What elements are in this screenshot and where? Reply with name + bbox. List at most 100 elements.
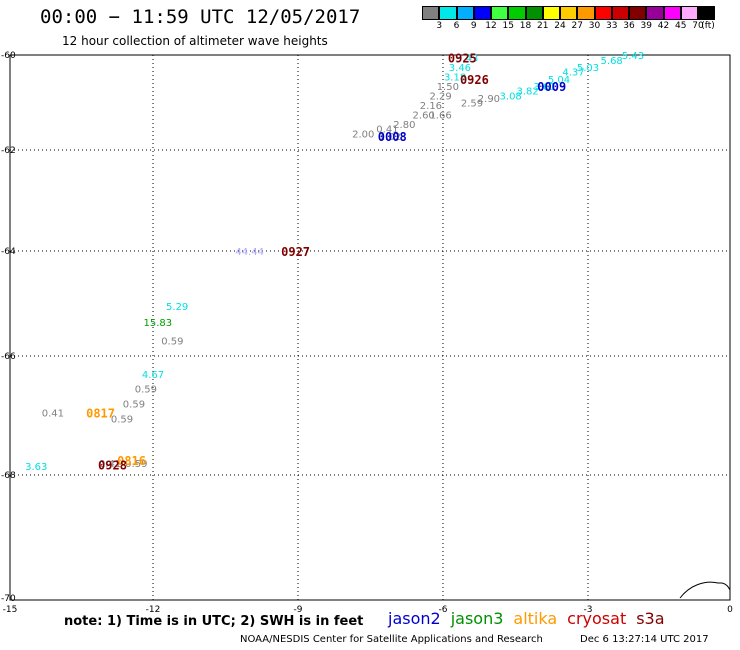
- wave-height-value: 3.61: [533, 82, 555, 93]
- wave-height-value: 15.83: [144, 318, 173, 329]
- latitude-tick-label: -60: [1, 51, 16, 61]
- colorbar-swatch: [680, 6, 698, 20]
- longitude-tick-label: -3: [584, 605, 593, 615]
- colorbar-swatch: [611, 6, 629, 20]
- colorbar-swatch: [629, 6, 647, 20]
- pass-time-label: 0927: [281, 245, 310, 259]
- colorbar-swatch: [422, 6, 440, 20]
- colorbar-label: 42: [657, 21, 670, 31]
- colorbar-label: 70: [692, 21, 704, 31]
- legend-item-jason3: jason3: [450, 609, 504, 628]
- legend-item-cryosat: cryosat: [567, 609, 627, 628]
- wave-height-value: 0.59: [111, 414, 133, 425]
- colorbar-label: 45: [675, 21, 687, 31]
- colorbar-swatch: [646, 6, 664, 20]
- colorbar-swatch: [525, 6, 543, 20]
- wave-height-value: 0.59: [125, 459, 147, 470]
- colorbar-label: 39: [640, 21, 652, 31]
- colorbar-label: 6: [453, 21, 460, 31]
- colorbar-swatch: [439, 6, 457, 20]
- pass-time-label: 0928: [98, 458, 127, 472]
- wave-height-value: 2.90: [478, 94, 500, 105]
- wave-height-value: 4.37: [562, 68, 584, 79]
- legend-item-jason2: jason2: [388, 609, 441, 628]
- pass-time-label: 0008: [378, 130, 407, 144]
- pass-time-label: 0816: [117, 454, 146, 468]
- footer-timestamp: Dec 6 13:27:14 UTC 2017: [580, 634, 709, 645]
- colorbar-label: 36: [623, 21, 635, 31]
- wave-height-value: 5.03: [577, 63, 599, 74]
- wave-height-value: 2.00: [352, 129, 374, 140]
- wave-height-value: 5.04: [548, 75, 570, 86]
- colorbar-label: 33: [606, 21, 618, 31]
- colorbar-label: 27: [571, 21, 583, 31]
- pass-time-label: 0009: [537, 80, 566, 94]
- latitude-tick-label: -70: [1, 594, 16, 604]
- wave-height-value: 3.18: [444, 72, 466, 83]
- longitude-tick-label: -12: [146, 605, 161, 615]
- wave-height-value: 5.29: [166, 302, 188, 313]
- legend-item-altika: altika: [513, 609, 558, 628]
- colorbar-labels: 3 6 9 12 15 18 21 24 27 30 33 36 39 42 45 70 (ft): [422, 21, 740, 33]
- wave-height-value: 0.41: [376, 125, 398, 136]
- legend-item-s3a: s3a: [636, 609, 665, 628]
- longitude-tick-label: -6: [439, 605, 448, 615]
- longitude-tick-label: 0: [727, 605, 733, 615]
- satellite-legend: jason2 jason3 altika cryosat s3a: [388, 609, 675, 628]
- wave-height-value: 2.29: [429, 91, 451, 102]
- wave-height-value: 2.59: [461, 99, 483, 110]
- wave-height-value: 3.82: [516, 87, 538, 98]
- footer-credit: NOAA/NESDIS Center for Satellite Applica…: [240, 634, 543, 645]
- colorbar-label: 15: [502, 21, 514, 31]
- wave-height-value: 0.59: [135, 385, 157, 396]
- colorbar-swatch: [577, 6, 595, 20]
- wave-height-value: 5.68: [601, 56, 623, 67]
- longitude-tick-label: -15: [3, 605, 18, 615]
- wave-height-value: 3.08: [500, 91, 522, 102]
- wave-height-value: 3.43: [456, 53, 478, 64]
- pass-time-label: 0925: [448, 51, 477, 65]
- wave-height-value: 0.59: [161, 336, 183, 347]
- colorbar-swatch: [491, 6, 509, 20]
- wave-height-value: 1.50: [437, 82, 459, 93]
- wave-height-value: 0.41: [99, 459, 121, 470]
- colorbar-label: (ft): [701, 21, 715, 31]
- colorbar-swatch: [456, 6, 474, 20]
- map-subtitle: 12 hour collection of altimeter wave hei…: [62, 34, 328, 48]
- wave-height-value: 44.44: [235, 247, 264, 258]
- latitude-tick-label: -66: [1, 352, 16, 362]
- latitude-tick-label: -62: [1, 146, 16, 156]
- map-frame: [9, 54, 731, 601]
- colorbar-swatch: [663, 6, 681, 20]
- colorbar-swatch: [542, 6, 560, 20]
- colorbar-swatch: [594, 6, 612, 20]
- map-title: 00:00 − 11:59 UTC 12/05/2017: [40, 6, 361, 28]
- wave-height-value: 3.46: [449, 63, 471, 74]
- wave-height-value: 2.80: [393, 120, 415, 131]
- colorbar-label: 30: [588, 21, 601, 31]
- wave-height-value: 2.16: [420, 101, 442, 112]
- colorbar-label: 21: [537, 21, 549, 31]
- wave-height-value: 5.43: [622, 51, 644, 62]
- colorbar-label: 9: [470, 21, 477, 31]
- wave-height-value: 1.66: [429, 110, 451, 121]
- wave-height-value: 1.02: [379, 132, 401, 143]
- wave-height-value: 0.41: [42, 409, 64, 420]
- colorbar-swatch: [473, 6, 491, 20]
- colorbar-swatch: [560, 6, 578, 20]
- footer-note: note: 1) Time is in UTC; 2) SWH is in fe…: [64, 614, 364, 629]
- colorbar-label: 18: [519, 21, 532, 31]
- wave-height-value: 2.60: [413, 110, 435, 121]
- colorbar-label: 3: [436, 21, 443, 31]
- pass-time-label: 0817: [86, 407, 115, 421]
- latitude-tick-label: -64: [1, 247, 16, 257]
- colorbar-label: 12: [485, 21, 497, 31]
- wave-height-value: 4.67: [142, 370, 164, 381]
- wave-height-value: 3.63: [25, 462, 47, 473]
- latitude-tick-label: -68: [1, 471, 16, 481]
- pass-time-label: 0926: [460, 73, 489, 87]
- colorbar-label: 24: [554, 21, 566, 31]
- antarctic-coastline: [679, 581, 731, 599]
- wave-height-value: 0.59: [123, 400, 145, 411]
